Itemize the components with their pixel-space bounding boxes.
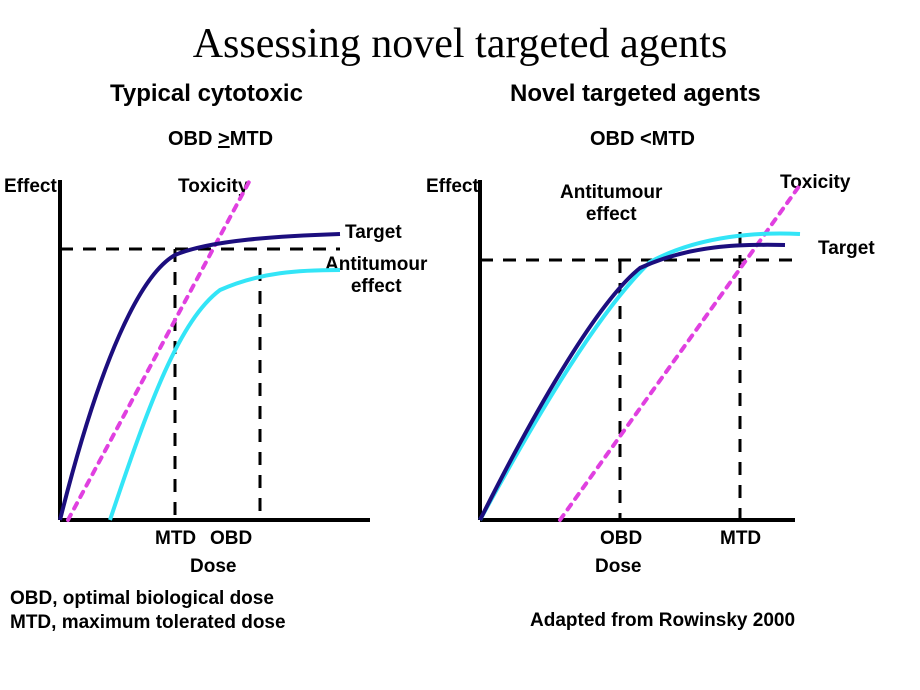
footnote-source: Adapted from Rowinsky 2000 (530, 610, 795, 632)
right-x-axis-label: Dose (595, 556, 641, 578)
right-tick-mtd: MTD (720, 528, 761, 550)
right-tick-obd: OBD (600, 528, 642, 550)
left-tick-mtd: MTD (155, 528, 196, 550)
charts-svg (0, 0, 920, 690)
footnote-obd: OBD, optimal biological dose (10, 588, 274, 610)
right-antitumour-curve (480, 234, 800, 520)
footnote-mtd: MTD, maximum tolerated dose (10, 612, 286, 634)
left-antitumour-curve (110, 270, 340, 520)
left-x-axis-label: Dose (190, 556, 236, 578)
left-tick-obd: OBD (210, 528, 252, 550)
left-toxicity-line (68, 180, 250, 520)
